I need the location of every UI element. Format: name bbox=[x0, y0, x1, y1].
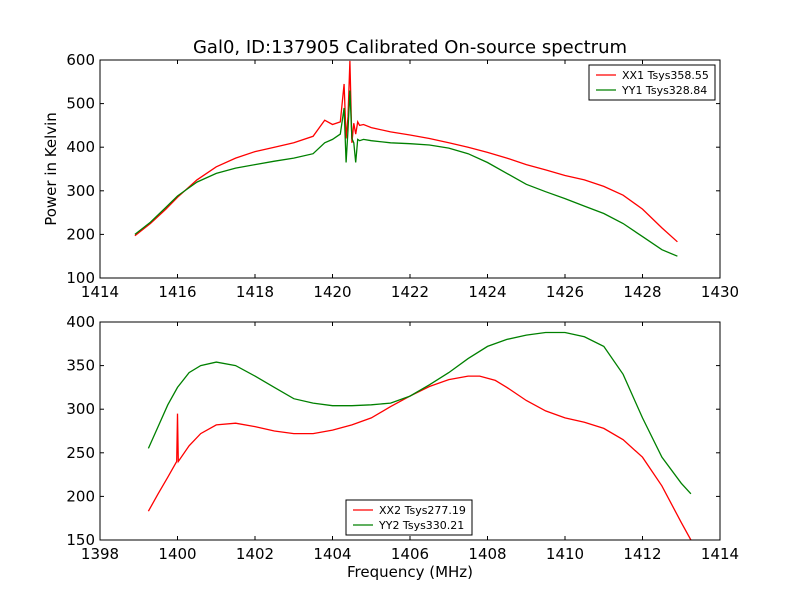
y-tick-label: 200 bbox=[66, 487, 95, 505]
y-tick-label: 350 bbox=[66, 357, 95, 375]
x-tick-label: 1406 bbox=[391, 545, 429, 563]
x-tick-label: 1428 bbox=[623, 283, 661, 301]
x-tick-label: 1430 bbox=[701, 283, 739, 301]
x-tick-label: 1410 bbox=[546, 545, 584, 563]
x-tick-label: 1402 bbox=[236, 545, 274, 563]
x-tick-label: 1420 bbox=[313, 283, 351, 301]
x-tick-label: 1422 bbox=[391, 283, 429, 301]
y-tick-label: 600 bbox=[66, 51, 95, 69]
x-tick-label: 1404 bbox=[313, 545, 351, 563]
series-line-1 bbox=[147, 375, 692, 540]
y-tick-label: 100 bbox=[66, 269, 95, 287]
legend-box bbox=[345, 499, 473, 536]
legend-entry: XX2 Tsys277.19 bbox=[379, 504, 466, 517]
x-tick-label: 1398 bbox=[81, 545, 119, 563]
series-line-2 bbox=[134, 90, 678, 257]
x-tick-label: 1418 bbox=[236, 283, 274, 301]
x-axis-label: Frequency (MHz) bbox=[347, 563, 473, 581]
x-tick-label: 1426 bbox=[546, 283, 584, 301]
y-tick-label: 300 bbox=[66, 400, 95, 418]
y-tick-label: 400 bbox=[66, 313, 95, 331]
x-tick-label: 1408 bbox=[468, 545, 506, 563]
x-tick-label: 1414 bbox=[81, 283, 119, 301]
y-tick-label: 250 bbox=[66, 444, 95, 462]
top-panel: 1414 1416 1418 1420 1422 1424 1426 1428 1430 100 2… bbox=[42, 51, 739, 301]
x-tick-label: 1414 bbox=[701, 545, 739, 563]
legend-entry: YY1 Tsys328.84 bbox=[621, 84, 707, 97]
legend-box bbox=[588, 64, 716, 101]
x-tick-label: 1416 bbox=[158, 283, 196, 301]
bottom-panel: 1398 1400 1402 1404 1406 1408 1410 1412 1414 150 2… bbox=[66, 313, 739, 581]
y-tick-label: 300 bbox=[66, 182, 95, 200]
x-tick-label: 1400 bbox=[158, 545, 196, 563]
legend-entry: YY2 Tsys330.21 bbox=[378, 519, 464, 532]
series-line-2 bbox=[147, 331, 692, 495]
y-axis-label: Power in Kelvin bbox=[42, 112, 60, 226]
x-tick-label: 1424 bbox=[468, 283, 506, 301]
y-tick-label: 150 bbox=[66, 531, 95, 549]
y-tick-label: 500 bbox=[66, 95, 95, 113]
legend-entry: XX1 Tsys358.55 bbox=[622, 69, 709, 82]
legend: XX2 Tsys277.19 YY2 Tsys330.21 bbox=[345, 499, 473, 536]
series-line-1 bbox=[134, 60, 678, 243]
y-tick-label: 400 bbox=[66, 138, 95, 156]
legend: XX1 Tsys358.55 YY1 Tsys328.84 bbox=[588, 64, 716, 101]
figure-title: Gal0, ID:137905 Calibrated On-source spe… bbox=[193, 37, 627, 58]
y-tick-label: 200 bbox=[66, 225, 95, 243]
x-tick-label: 1412 bbox=[623, 545, 661, 563]
